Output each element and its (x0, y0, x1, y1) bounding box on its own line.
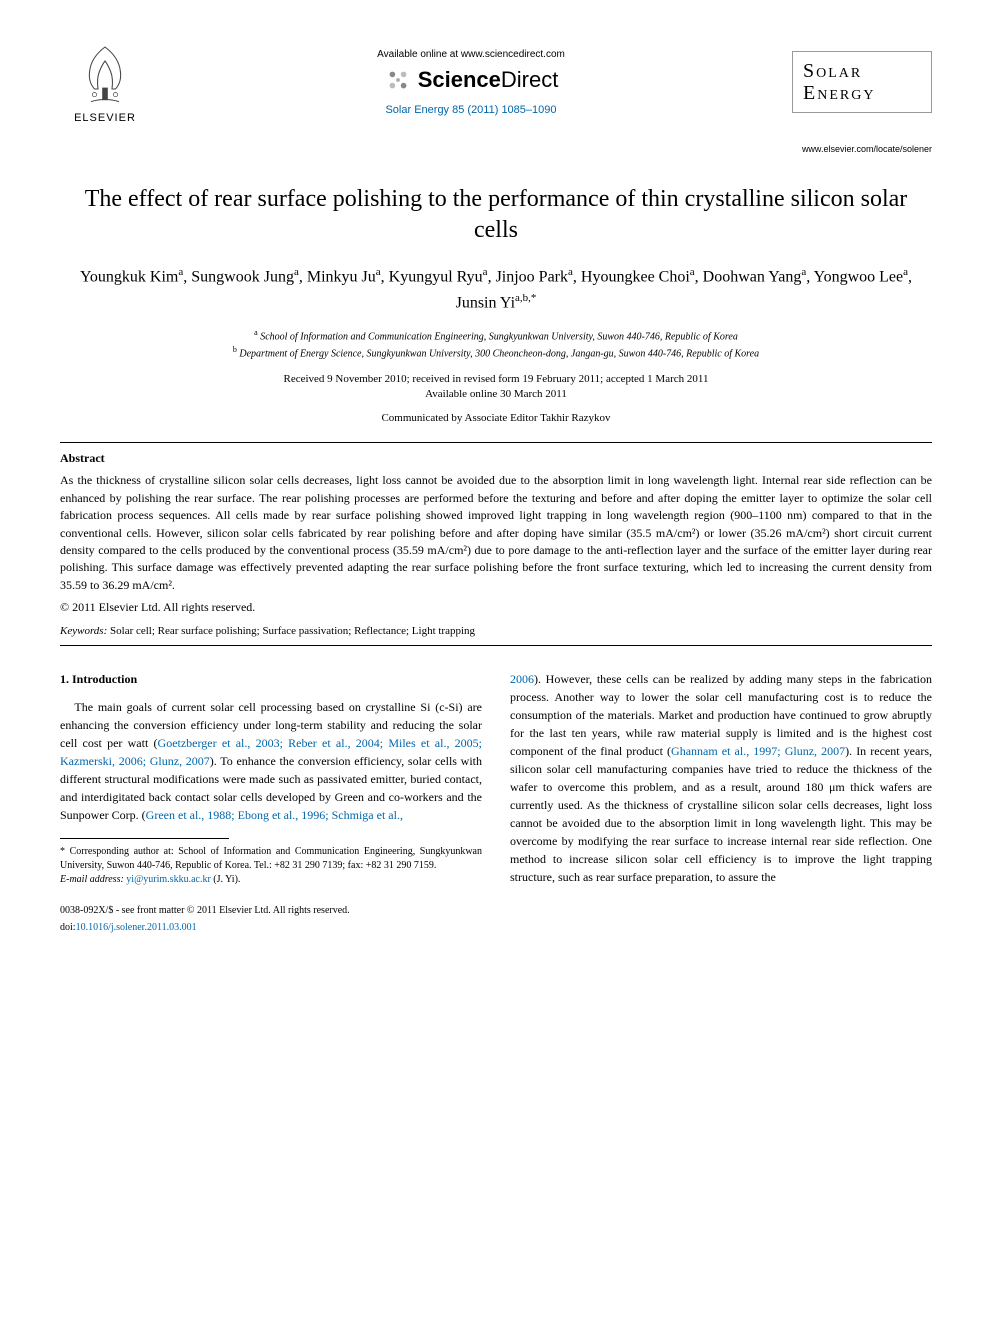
sciencedirect-logo: ScienceDirect (150, 66, 792, 94)
elsevier-tree-icon (70, 40, 140, 110)
footnote-corr: * Corresponding author at: School of Inf… (60, 846, 482, 871)
header-row: ELSEVIER Available online at www.science… (60, 40, 932, 124)
footnote-divider (60, 838, 229, 839)
journal-title-line2: Energy (803, 82, 875, 104)
available-online-text: Available online at www.sciencedirect.co… (150, 49, 792, 60)
intro-paragraph-left: The main goals of current solar cell pro… (60, 698, 482, 824)
article-citation[interactable]: Solar Energy 85 (2011) 1085–1090 (150, 104, 792, 116)
intro-paragraph-right: 2006). However, these cells can be reali… (510, 670, 932, 886)
sd-suffix: Direct (501, 67, 558, 92)
sciencedirect-text: ScienceDirect (418, 67, 559, 93)
corresponding-author-footnote: * Corresponding author at: School of Inf… (60, 845, 482, 887)
column-left: 1. Introduction The main goals of curren… (60, 670, 482, 935)
issn-line: 0038-092X/$ - see front matter © 2011 El… (60, 903, 482, 918)
column-right: 2006). However, these cells can be reali… (510, 670, 932, 935)
citation-ref-4[interactable]: Ghannam et al., 1997; Glunz, 2007 (671, 744, 845, 758)
affiliations: a School of Information and Communicatio… (60, 327, 932, 362)
article-title: The effect of rear surface polishing to … (60, 184, 932, 246)
citation-ref-3[interactable]: 2006 (510, 672, 534, 686)
keywords-line: Keywords: Solar cell; Rear surface polis… (60, 625, 932, 637)
footnote-email-link[interactable]: yi@yurim.skku.ac.kr (126, 874, 210, 885)
elsevier-text: ELSEVIER (74, 112, 136, 124)
keywords-label: Keywords: (60, 625, 107, 637)
divider-bottom (60, 645, 932, 646)
footer-left: 0038-092X/$ - see front matter © 2011 El… (60, 903, 482, 935)
footnote-email-label: E-mail address: (60, 874, 124, 885)
copyright-line: © 2011 Elsevier Ltd. All rights reserved… (60, 600, 932, 615)
sciencedirect-icon (384, 66, 412, 94)
footnote-email-who: (J. Yi). (213, 874, 240, 885)
abstract-text: As the thickness of crystalline silicon … (60, 472, 932, 594)
journal-url[interactable]: www.elsevier.com/locate/solener (60, 144, 932, 154)
article-dates: Received 9 November 2010; received in re… (60, 372, 932, 403)
divider-top (60, 442, 932, 443)
doi-label: doi: (60, 922, 76, 933)
center-header: Available online at www.sciencedirect.co… (150, 49, 792, 116)
author-list: Youngkuk Kima, Sungwook Junga, Minkyu Ju… (60, 264, 932, 315)
sd-prefix: Science (418, 67, 501, 92)
abstract-heading: Abstract (60, 451, 932, 466)
doi-line: doi:10.1016/j.solener.2011.03.001 (60, 920, 482, 935)
doi-link[interactable]: 10.1016/j.solener.2011.03.001 (76, 922, 197, 933)
journal-cover: Solar Energy (792, 51, 932, 113)
elsevier-logo: ELSEVIER (60, 40, 150, 124)
citation-ref-2[interactable]: Green et al., 1988; Ebong et al., 1996; … (146, 808, 403, 822)
body-columns: 1. Introduction The main goals of curren… (60, 670, 932, 935)
dates-line1: Received 9 November 2010; received in re… (284, 373, 709, 385)
section-heading-intro: 1. Introduction (60, 670, 482, 688)
keywords-values: Solar cell; Rear surface polishing; Surf… (110, 625, 475, 637)
journal-title-line1: Solar (803, 60, 862, 82)
journal-cover-block: Solar Energy (792, 51, 932, 113)
journal-title: Solar Energy (803, 60, 921, 104)
intro-text-4: ). In recent years, silicon solar cell m… (510, 744, 932, 884)
dates-line2: Available online 30 March 2011 (425, 388, 567, 400)
communicated-by: Communicated by Associate Editor Takhir … (60, 412, 932, 424)
